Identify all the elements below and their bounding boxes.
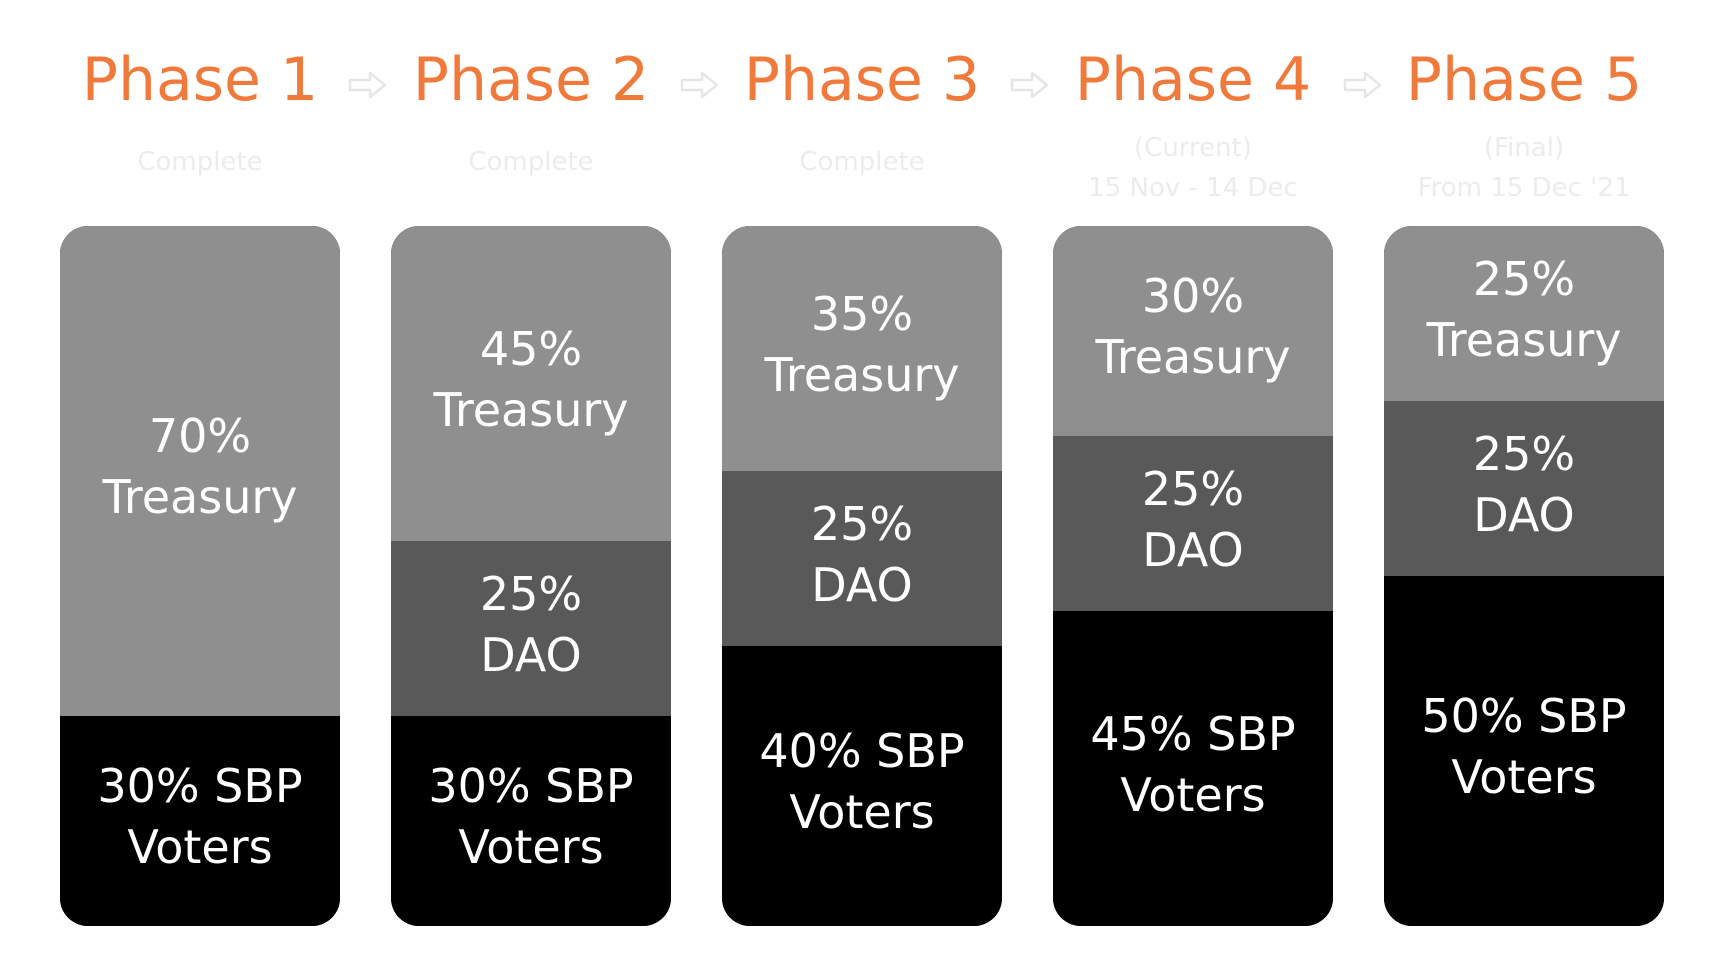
label-line: DAO <box>480 627 582 682</box>
label-line: Treasury <box>102 470 298 524</box>
arrow-right-icon <box>348 71 387 99</box>
label-line: 45% <box>479 321 583 376</box>
arrow-right-icon <box>1343 71 1382 99</box>
label-line: 30% SBP <box>97 759 303 813</box>
phase-title: Phase 1 <box>81 45 319 115</box>
dao-segment: 25% DAO <box>391 541 671 716</box>
voters-segment: 30% SBP Voters <box>60 716 340 926</box>
dao-segment: 25% DAO <box>1053 436 1333 611</box>
label-line: 30% <box>1141 269 1245 323</box>
label-line: 25% <box>1472 426 1576 481</box>
voters-label: 30% SBP Voters <box>97 756 302 878</box>
dao-label: 25% DAO <box>1142 459 1244 581</box>
dao-segment: 25% DAO <box>722 471 1002 646</box>
phase-column: Phase 5 (Final) From 15 Dec '21 50% SBP Vote… <box>1384 0 1664 975</box>
phase-column: Phase 3 Complete 40% SBP Voters 25% DAO 35% Tre… <box>722 0 1002 975</box>
voters-label: 30% SBP Voters <box>428 756 633 878</box>
stacked-bar: 30% SBP Voters 25% DAO 45% Treasury <box>391 226 671 926</box>
treasury-label: 25% Treasury <box>1427 249 1622 371</box>
phase-status: Complete <box>799 147 925 177</box>
phase-status: 15 Nov - 14 Dec <box>1088 173 1298 203</box>
phase-column: Phase 1 Complete 30% SBP Voters 70% Treasury <box>60 0 340 975</box>
label-line: 25% <box>1472 251 1576 306</box>
phase-title: Phase 4 <box>1074 45 1312 115</box>
label-line: Treasury <box>764 347 960 402</box>
dao-label: 25% DAO <box>480 564 582 686</box>
voters-segment: 30% SBP Voters <box>391 716 671 926</box>
treasury-segment: 45% Treasury <box>391 226 671 541</box>
phase-column: Phase 2 Complete 30% SBP Voters 25% DAO 45% Tre… <box>391 0 671 975</box>
label-line: Voters <box>458 820 604 874</box>
label-line: DAO <box>811 557 913 612</box>
label-line: 50% SBP <box>1421 689 1627 743</box>
label-line: Treasury <box>1095 330 1291 384</box>
treasury-segment: 25% Treasury <box>1384 226 1664 401</box>
phase-status: From 15 Dec '21 <box>1417 173 1631 203</box>
voters-label: 40% SBP Voters <box>759 721 964 843</box>
phase-title: Phase 2 <box>412 45 650 115</box>
phase-status: (Final) <box>1483 133 1565 163</box>
dao-label: 25% DAO <box>811 494 913 616</box>
treasury-segment: 70% Treasury <box>60 226 340 716</box>
label-line: 25% <box>479 566 583 621</box>
treasury-label: 35% Treasury <box>765 284 960 406</box>
voters-label: 50% SBP Voters <box>1421 686 1626 808</box>
voters-label: 45% SBP Voters <box>1090 704 1295 826</box>
stacked-bar: 40% SBP Voters 25% DAO 35% Treasury <box>722 226 1002 926</box>
treasury-segment: 30% Treasury <box>1053 226 1333 436</box>
label-line: 70% <box>148 409 252 463</box>
phase-column: Phase 4 (Current) 15 Nov - 14 Dec 45% SBP Vo… <box>1053 0 1333 975</box>
treasury-segment: 35% Treasury <box>722 226 1002 471</box>
arrow-right-icon <box>680 71 719 99</box>
phase-status: Complete <box>468 147 594 177</box>
label-line: 25% <box>1141 461 1245 516</box>
dao-segment: 25% DAO <box>1384 401 1664 576</box>
label-line: 40% SBP <box>759 724 965 778</box>
arrow-right-icon <box>1010 71 1049 99</box>
label-line: 45% SBP <box>1090 706 1296 761</box>
phase-title: Phase 5 <box>1405 45 1643 115</box>
label-line: DAO <box>1473 487 1575 542</box>
treasury-label: 70% Treasury <box>103 406 298 528</box>
stacked-bar: 45% SBP Voters 25% DAO 30% Treasury <box>1053 226 1333 926</box>
treasury-label: 30% Treasury <box>1096 266 1291 388</box>
label-line: Voters <box>127 820 273 874</box>
label-line: Treasury <box>1426 312 1622 367</box>
label-line: Voters <box>789 785 935 839</box>
voters-segment: 40% SBP Voters <box>722 646 1002 926</box>
label-line: Treasury <box>433 382 629 437</box>
label-line: 30% SBP <box>428 759 634 813</box>
dao-label: 25% DAO <box>1473 424 1575 546</box>
voters-segment: 50% SBP Voters <box>1384 576 1664 926</box>
voters-segment: 45% SBP Voters <box>1053 611 1333 926</box>
phase-status: Complete <box>137 147 263 177</box>
label-line: Voters <box>1120 767 1266 822</box>
label-line: 25% <box>810 496 914 551</box>
label-line: DAO <box>1142 522 1244 577</box>
phase-status: (Current) <box>1134 133 1252 163</box>
phase-title: Phase 3 <box>743 45 981 115</box>
label-line: Voters <box>1451 750 1597 804</box>
treasury-label: 45% Treasury <box>434 319 629 441</box>
stacked-bar: 30% SBP Voters 70% Treasury <box>60 226 340 926</box>
stacked-bar: 50% SBP Voters 25% DAO 25% Treasury <box>1384 226 1664 926</box>
label-line: 35% <box>810 286 914 341</box>
